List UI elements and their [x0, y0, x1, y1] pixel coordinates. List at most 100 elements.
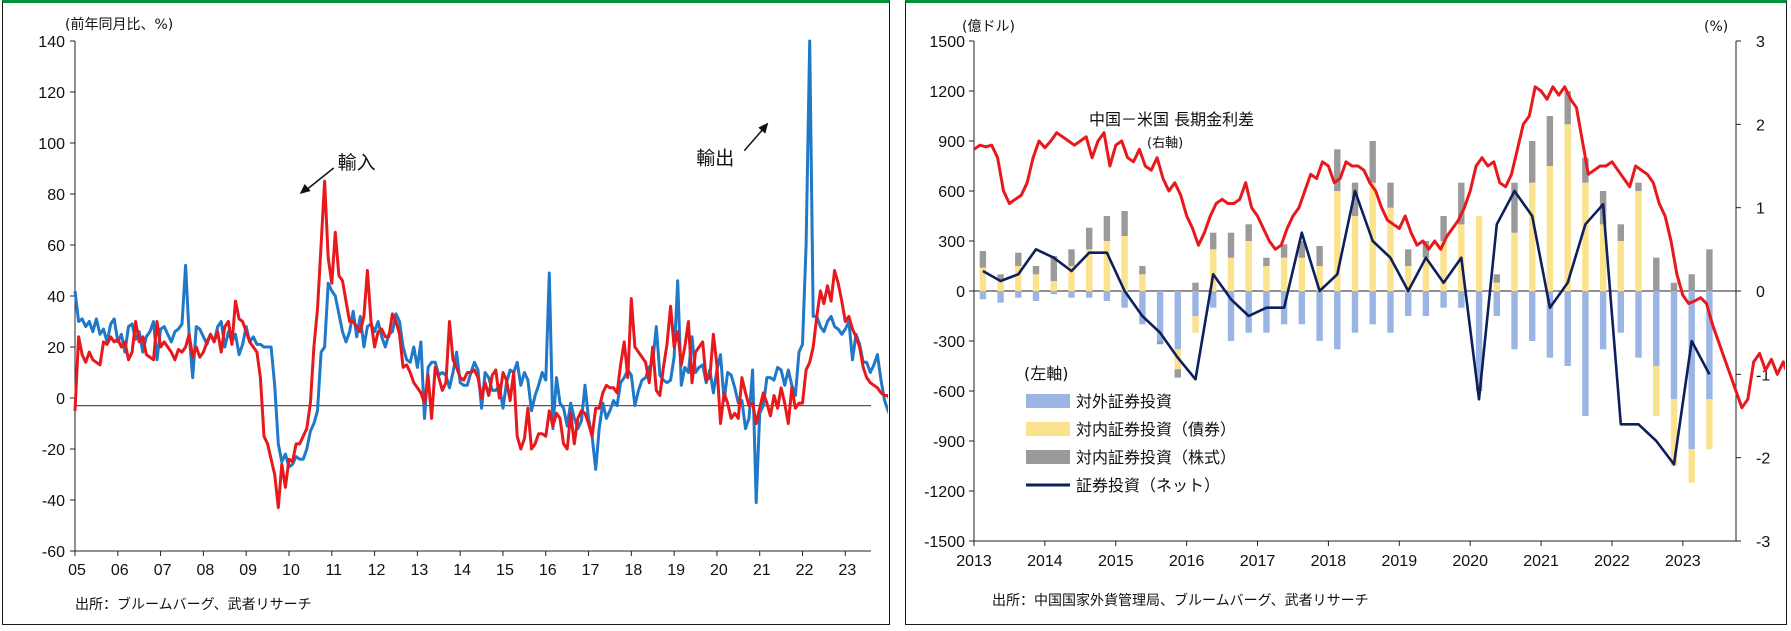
- bar-bond: [997, 279, 1004, 291]
- bar-outward: [1210, 291, 1217, 308]
- x-tick-label: 2019: [1382, 553, 1418, 570]
- bar-outward: [1511, 291, 1518, 350]
- y-left-tick-label: 600: [938, 184, 965, 201]
- bar-equity: [1351, 182, 1359, 216]
- bar-bond: [1103, 241, 1111, 291]
- y-left-tick-label: 900: [938, 134, 965, 151]
- bar-equity: [1440, 216, 1447, 241]
- y-tick-label: 80: [47, 187, 65, 204]
- legend-label: 対内証券投資（債券）: [1076, 420, 1236, 439]
- bar-equity: [1210, 232, 1217, 250]
- bar-equity: [1015, 252, 1022, 266]
- x-tick-label: 05: [68, 562, 86, 579]
- bar-equity: [1369, 141, 1376, 183]
- bar-equity: [1387, 182, 1394, 208]
- bar-outward: [1564, 291, 1571, 366]
- bar-bond: [1050, 281, 1057, 291]
- annotation-arrow: [303, 167, 335, 193]
- x-tick-label: 06: [111, 562, 129, 579]
- bar-bond: [1599, 224, 1607, 291]
- y-left-tick-label: -600: [933, 384, 965, 401]
- bar-bond: [1635, 191, 1642, 291]
- bar-equity: [1139, 266, 1146, 275]
- bar-bond: [1068, 266, 1075, 291]
- bar-bond: [1688, 449, 1695, 483]
- bar-outward: [1458, 291, 1465, 308]
- bar-equity: [1068, 249, 1075, 266]
- y-right-unit-label: (%): [1704, 19, 1728, 35]
- legend-title: (左軸): [1024, 364, 1069, 383]
- y-left-tick-label: 1200: [929, 84, 965, 101]
- legend-label: 対内証券投資（株式）: [1076, 448, 1236, 467]
- bar-equity: [1688, 274, 1695, 291]
- y-tick-label: 20: [47, 340, 65, 357]
- bar-equity: [1050, 256, 1057, 281]
- bar-outward: [1493, 291, 1500, 316]
- annotation-arrowhead: [299, 184, 311, 194]
- bar-equity: [1192, 282, 1199, 291]
- bar-bond: [1493, 282, 1500, 291]
- bar-bond: [1706, 399, 1713, 450]
- legend-swatch: [1026, 450, 1070, 464]
- y-left-tick-label: -300: [933, 334, 965, 351]
- y-tick-label: 40: [47, 289, 65, 306]
- x-tick-label: 22: [796, 562, 814, 579]
- bar-outward: [1653, 291, 1660, 366]
- y-tick-label: 120: [38, 85, 65, 102]
- series-line-輸出: [73, 39, 888, 505]
- bar-equity: [1032, 266, 1040, 275]
- annotation-label: 輸入: [338, 152, 376, 174]
- y-left-tick-label: -1500: [924, 534, 965, 551]
- bar-outward: [1245, 291, 1252, 333]
- bar-equity: [1635, 182, 1642, 191]
- y-left-unit-label: (億ドル): [962, 19, 1015, 35]
- bar-outward: [1529, 291, 1536, 341]
- source-note: 出所：中国国家外貨管理局、ブルームバーグ、武者リサーチ: [992, 592, 1369, 609]
- y-left-tick-label: 1500: [929, 34, 965, 51]
- bar-bond: [1316, 266, 1323, 291]
- bar-equity: [1405, 249, 1412, 266]
- x-tick-label: 2021: [1523, 553, 1559, 570]
- x-tick-label: 13: [410, 562, 428, 579]
- y-tick-label: 0: [56, 391, 65, 408]
- y-right-tick-label: -1: [1756, 367, 1770, 384]
- x-tick-label: 19: [667, 562, 685, 579]
- bar-bond: [1475, 216, 1483, 291]
- bar-equity: [1564, 91, 1571, 125]
- bar-outward: [1546, 291, 1554, 358]
- bar-bond: [1298, 257, 1305, 291]
- bar-bond: [1192, 316, 1199, 333]
- bar-bond: [1440, 241, 1447, 291]
- x-tick-label: 2015: [1098, 553, 1134, 570]
- x-tick-label: 2022: [1594, 553, 1630, 570]
- y-right-tick-label: 3: [1756, 34, 1765, 51]
- y-tick-label: -40: [42, 493, 65, 510]
- bar-outward: [1121, 291, 1128, 308]
- x-tick-label: 16: [539, 562, 557, 579]
- bar-equity: [1511, 182, 1518, 233]
- x-tick-label: 14: [453, 562, 471, 579]
- series-line-net: [982, 189, 1711, 466]
- bar-outward: [1405, 291, 1412, 316]
- legend-label: 対外証券投資: [1076, 392, 1172, 411]
- series-line-spread: [973, 85, 1785, 410]
- bar-outward: [1688, 291, 1695, 450]
- x-tick-label: 2020: [1452, 553, 1488, 570]
- bar-outward: [1103, 291, 1111, 301]
- x-tick-label: 2014: [1027, 553, 1063, 570]
- y-right-tick-label: 0: [1756, 284, 1765, 301]
- bar-outward: [1174, 291, 1181, 350]
- bar-outward: [1263, 291, 1270, 333]
- bar-bond: [1227, 257, 1235, 291]
- bar-outward: [1369, 291, 1376, 325]
- bar-equity: [1458, 182, 1465, 225]
- bar-outward: [1617, 291, 1624, 333]
- bar-bond: [1617, 241, 1624, 291]
- bar-outward: [1351, 291, 1359, 333]
- y-left-tick-label: -1200: [924, 484, 965, 501]
- bar-equity: [1546, 116, 1554, 166]
- bar-equity: [1298, 241, 1305, 258]
- x-tick-label: 2013: [956, 553, 992, 570]
- bar-bond: [1245, 241, 1252, 291]
- bar-equity: [1174, 369, 1181, 378]
